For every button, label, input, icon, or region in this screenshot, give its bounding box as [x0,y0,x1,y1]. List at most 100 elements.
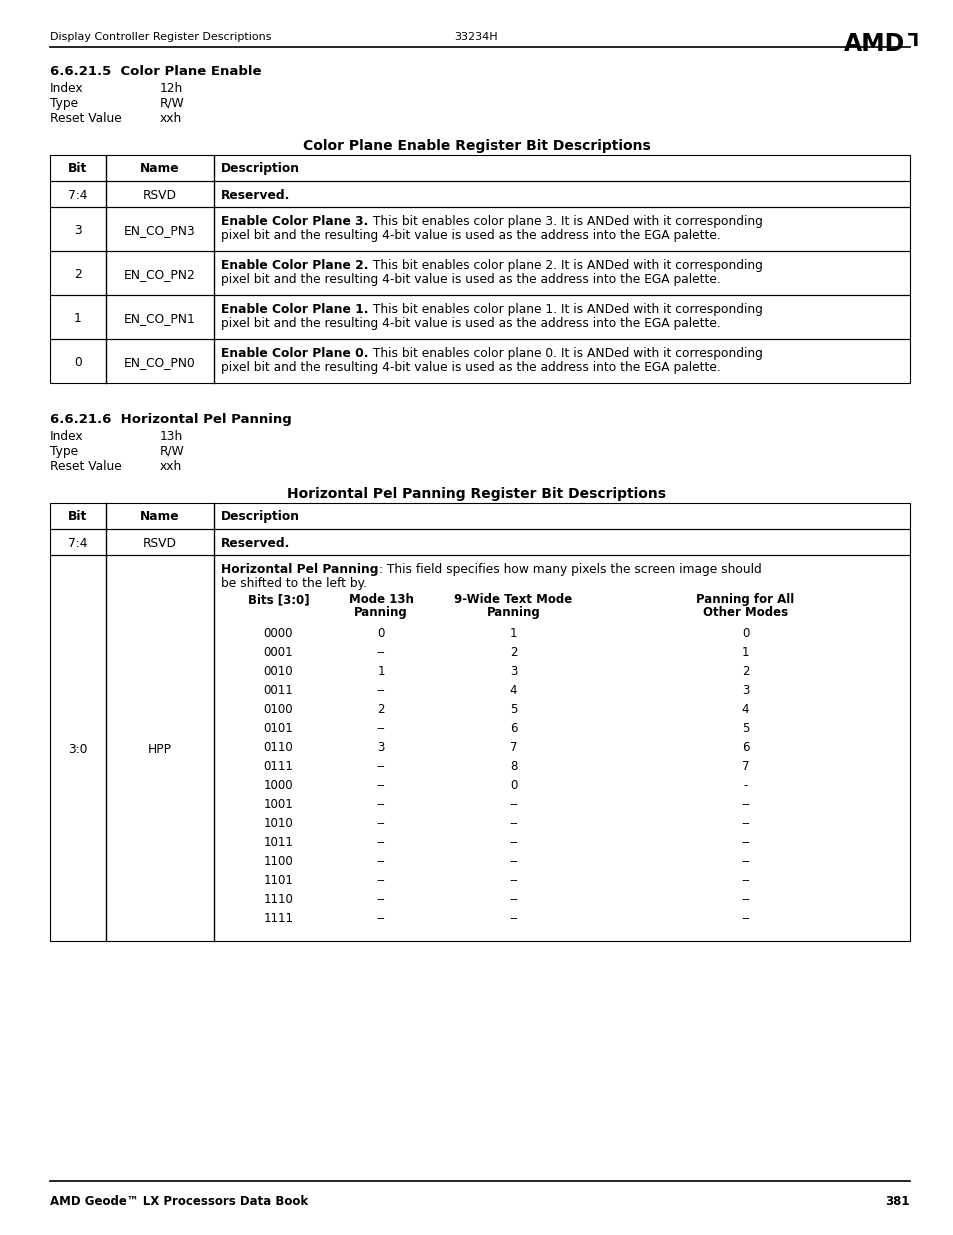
Text: 0101: 0101 [263,722,294,735]
Text: HPP: HPP [148,743,172,756]
Text: --: -- [376,874,385,887]
Text: ⅂: ⅂ [907,32,917,49]
Text: 1110: 1110 [263,893,294,906]
Text: EN_CO_PN0: EN_CO_PN0 [124,356,195,369]
Text: 2: 2 [376,703,384,716]
Text: 2: 2 [74,268,82,282]
Text: 13h: 13h [160,430,183,443]
Text: 0001: 0001 [263,646,293,659]
Text: --: -- [740,893,749,906]
Text: --: -- [376,818,385,830]
Text: Name: Name [140,162,179,175]
Text: Reserved.: Reserved. [221,537,290,550]
Text: Index: Index [50,82,84,95]
Text: AMD Geode™ LX Processors Data Book: AMD Geode™ LX Processors Data Book [50,1195,308,1208]
Text: Mode 13h: Mode 13h [348,593,413,606]
Text: Other Modes: Other Modes [702,606,787,619]
Text: --: -- [376,798,385,811]
Text: Enable Color Plane 1.: Enable Color Plane 1. [221,303,368,316]
Text: pixel bit and the resulting 4-bit value is used as the address into the EGA pale: pixel bit and the resulting 4-bit value … [221,273,720,287]
Text: 1: 1 [376,664,384,678]
Text: Panning for All: Panning for All [696,593,794,606]
Text: Bit: Bit [69,162,88,175]
Text: EN_CO_PN2: EN_CO_PN2 [124,268,195,282]
Text: 0110: 0110 [263,741,294,755]
Text: --: -- [376,779,385,792]
Text: 1: 1 [741,646,748,659]
Bar [50,555,909,941]
Text: : This field specifies how many pixels the screen image should: : This field specifies how many pixels t… [379,563,761,576]
Text: R/W: R/W [160,445,185,458]
Text: pixel bit and the resulting 4-bit value is used as the address into the EGA pale: pixel bit and the resulting 4-bit value … [221,317,720,330]
Text: pixel bit and the resulting 4-bit value is used as the address into the EGA pale: pixel bit and the resulting 4-bit value … [221,228,720,242]
Text: 4: 4 [741,703,748,716]
Text: 6: 6 [741,741,748,755]
Text: Description: Description [221,510,299,522]
Text: 1000: 1000 [263,779,293,792]
Text: --: -- [509,798,517,811]
Bar [50,529,909,555]
Text: 8: 8 [509,760,517,773]
Text: R/W: R/W [160,98,185,110]
Text: 9-Wide Text Mode: 9-Wide Text Mode [454,593,572,606]
Text: 5: 5 [509,703,517,716]
Text: 6.6.21.6  Horizontal Pel Panning: 6.6.21.6 Horizontal Pel Panning [50,412,292,426]
Text: --: -- [376,855,385,868]
Text: --: -- [740,911,749,925]
Text: Type: Type [50,98,78,110]
Text: --: -- [740,855,749,868]
Text: --: -- [509,893,517,906]
Text: 12h: 12h [160,82,183,95]
Text: xxh: xxh [160,112,182,125]
Text: 3: 3 [74,224,82,237]
Text: --: -- [376,911,385,925]
Text: pixel bit and the resulting 4-bit value is used as the address into the EGA pale: pixel bit and the resulting 4-bit value … [221,361,720,374]
Text: 0000: 0000 [263,627,293,640]
Text: --: -- [376,760,385,773]
Text: --: -- [376,836,385,848]
Text: Reset Value: Reset Value [50,112,122,125]
Text: 3:0: 3:0 [69,743,88,756]
Text: Enable Color Plane 3.: Enable Color Plane 3. [221,215,368,228]
Text: --: -- [509,911,517,925]
Bar [50,182,909,207]
Text: -: - [742,779,747,792]
Text: 7: 7 [741,760,748,773]
Text: 0011: 0011 [263,684,294,697]
Text: 0: 0 [74,356,82,369]
Text: 2: 2 [509,646,517,659]
Text: 1011: 1011 [263,836,294,848]
Text: Display Controller Register Descriptions: Display Controller Register Descriptions [50,32,272,42]
Text: This bit enables color plane 0. It is ANDed with it corresponding: This bit enables color plane 0. It is AN… [369,347,762,359]
Text: Horizontal Pel Panning: Horizontal Pel Panning [221,563,378,576]
Text: --: -- [376,684,385,697]
Bar [50,156,909,182]
Text: RSVD: RSVD [143,189,177,203]
Text: --: -- [740,798,749,811]
Text: 0: 0 [741,627,748,640]
Text: 0010: 0010 [263,664,293,678]
Text: --: -- [509,818,517,830]
Text: Color Plane Enable Register Bit Descriptions: Color Plane Enable Register Bit Descript… [303,140,650,153]
Text: 3: 3 [509,664,517,678]
Text: 4: 4 [509,684,517,697]
Text: Reserved.: Reserved. [221,189,290,203]
Text: --: -- [376,646,385,659]
Text: 1010: 1010 [263,818,294,830]
Text: --: -- [740,836,749,848]
Text: 1101: 1101 [263,874,294,887]
Text: --: -- [509,836,517,848]
Text: be shifted to the left by.: be shifted to the left by. [221,577,367,590]
Text: Enable Color Plane 2.: Enable Color Plane 2. [221,259,368,272]
Text: --: -- [376,722,385,735]
Bar [50,338,909,383]
Text: --: -- [376,893,385,906]
Text: Description: Description [221,162,299,175]
Text: 1100: 1100 [263,855,294,868]
Text: 1111: 1111 [263,911,294,925]
Text: Panning: Panning [354,606,408,619]
Text: Bit: Bit [69,510,88,522]
Text: This bit enables color plane 2. It is ANDed with it corresponding: This bit enables color plane 2. It is AN… [369,259,762,272]
Text: 33234H: 33234H [454,32,497,42]
Text: 381: 381 [884,1195,909,1208]
